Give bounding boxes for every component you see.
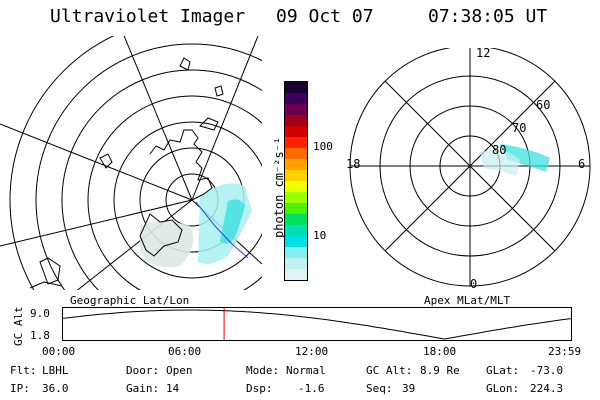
orbit-ylabel: GC Alt — [12, 306, 25, 346]
param-glon-key: GLon: — [486, 382, 520, 395]
param-seq-val: 39 — [402, 382, 416, 395]
orbit-curve — [62, 309, 572, 340]
orbit-plot-frame — [62, 307, 572, 341]
param-gain-val: 14 — [166, 382, 180, 395]
param-door-key: Door: — [126, 364, 160, 377]
colorbar-segment — [285, 269, 307, 280]
mlat-mlt-polar-plot — [349, 48, 591, 287]
meridian — [0, 199, 193, 247]
aurora-oval — [500, 144, 550, 172]
colorbar — [284, 81, 308, 281]
colorbar-segment — [285, 170, 307, 181]
orbit-xtick-2: 12:00 — [295, 345, 329, 358]
meridian — [76, 199, 193, 290]
param-mode-key: Mode: — [246, 364, 280, 377]
colorbar-segment — [285, 236, 307, 247]
colorbar-segment — [285, 93, 307, 104]
date-label: 09 Oct 07 — [276, 6, 374, 27]
mlt-line — [384, 80, 556, 252]
instrument-title: Ultraviolet Imager — [50, 6, 246, 27]
colorbar-segment — [285, 203, 307, 214]
orbit-ymin-label: 1.8 — [30, 329, 50, 342]
param-flt-val: LBHL — [42, 364, 69, 377]
apex-caption: Apex MLat/MLT — [424, 294, 511, 307]
param-glat-val: -73.0 — [530, 364, 564, 377]
param-ip-key: IP: — [10, 382, 30, 395]
meridian — [191, 36, 259, 201]
lat-circle — [87, 95, 262, 290]
param-seq-key: Seq: — [366, 382, 393, 395]
orbit-xtick-0: 00:00 — [42, 345, 76, 358]
geographic-map — [0, 36, 262, 290]
mlt-label-18: 18 — [346, 157, 361, 171]
param-dsp-val: -1.6 — [298, 382, 325, 395]
colorbar-segment — [285, 258, 307, 269]
meridian — [0, 123, 193, 201]
time-label: 07:38:05 UT — [428, 6, 548, 27]
coastlines — [29, 57, 224, 289]
orbit-altitude-plot — [62, 307, 572, 341]
mlat-label-80: 80 — [492, 143, 507, 157]
orbit-xtick-1: 06:00 — [168, 345, 202, 358]
param-gain-key: Gain: — [126, 382, 160, 395]
colorbar-tick-10: 10 — [313, 229, 327, 242]
meridian — [123, 36, 193, 201]
colorbar-segment — [285, 115, 307, 126]
param-dsp-key: Dsp: — [246, 382, 273, 395]
colorbar-segment — [285, 159, 307, 170]
colorbar-segment — [285, 104, 307, 115]
param-mode-val: Normal — [286, 364, 326, 377]
mlt-label-0: 0 — [470, 277, 478, 291]
orbit-xtick-3: 18:00 — [423, 345, 457, 358]
lat-circle — [113, 121, 262, 279]
mlat-label-70: 70 — [512, 121, 527, 135]
mlt-label-6: 6 — [578, 157, 586, 171]
colorbar-segment — [285, 192, 307, 203]
lat-circle — [61, 69, 262, 290]
param-gcalt-val: 8.9 Re — [420, 364, 460, 377]
lat-circle — [35, 43, 262, 290]
colorbar-segment — [285, 214, 307, 225]
mlat-label-60: 60 — [536, 98, 551, 112]
colorbar-segment — [285, 247, 307, 258]
satellite-track — [195, 201, 249, 259]
param-flt-key: Flt: — [10, 364, 37, 377]
colorbar-segment — [285, 82, 307, 93]
param-ip-val: 36.0 — [42, 382, 69, 395]
param-door-val: Open — [166, 364, 193, 377]
lat-circle — [9, 36, 115, 290]
colorbar-tick-100: 100 — [313, 140, 333, 153]
mlt-label-12: 12 — [476, 46, 491, 60]
colorbar-segment — [285, 181, 307, 192]
colorbar-unit-label: photon cm⁻²s⁻¹ — [272, 136, 286, 238]
orbit-xtick-4: 23:59 — [548, 345, 582, 358]
param-glon-val: 224.3 — [530, 382, 564, 395]
colorbar-segment — [285, 137, 307, 148]
orbit-ymax-label: 9.0 — [30, 307, 50, 320]
colorbar-segment — [285, 126, 307, 137]
colorbar-segment — [285, 225, 307, 236]
colorbar-segment — [285, 148, 307, 159]
geographic-caption: Geographic Lat/Lon — [70, 294, 190, 307]
param-gcalt-key: GC Alt: — [366, 364, 413, 377]
param-glat-key: GLat: — [486, 364, 520, 377]
